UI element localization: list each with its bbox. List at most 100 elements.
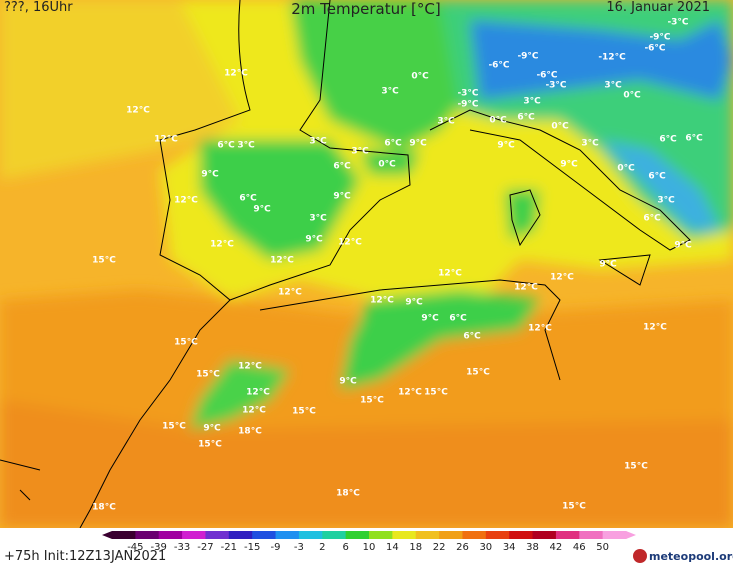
temperature-label: 15°C xyxy=(174,338,198,348)
temperature-label: 18°C xyxy=(238,427,262,437)
temperature-label: 12°C xyxy=(246,388,270,398)
colorbar-tick-label: 18 xyxy=(409,542,422,553)
colorbar-swatch xyxy=(112,531,136,539)
colorbar-tick-label: 26 xyxy=(456,542,469,553)
temperature-label: 15°C xyxy=(92,256,116,266)
colorbar-swatch xyxy=(579,531,604,539)
temperature-label: 6°C xyxy=(449,314,467,324)
colorbar-tick-label: -39 xyxy=(151,542,167,553)
colorbar-tick-label: -45 xyxy=(127,542,143,553)
colorbar-swatch xyxy=(182,531,206,539)
temperature-label: 3°C xyxy=(309,137,327,147)
colorbar-tick-label: -27 xyxy=(197,542,213,553)
temperature-label: 6°C xyxy=(659,135,677,145)
temperature-label: 12°C xyxy=(174,196,198,206)
colorbar-tick-label: 42 xyxy=(550,542,563,553)
colorbar-tick-label: -33 xyxy=(174,542,190,553)
temperature-label: 9°C xyxy=(674,241,692,251)
colorbar-swatch xyxy=(485,531,510,539)
temperature-label: 15°C xyxy=(162,422,186,432)
temperature-label: 0°C xyxy=(411,72,429,82)
temperature-label: 9°C xyxy=(333,192,351,202)
temperature-label: 15°C xyxy=(624,462,648,472)
temperature-label: -9°C xyxy=(457,100,478,110)
temperature-label: 3°C xyxy=(381,87,399,97)
temperature-label: 9°C xyxy=(409,139,427,149)
colorbar-tick-label: 30 xyxy=(479,542,492,553)
colorbar-swatch xyxy=(298,531,323,539)
temperature-label: 12°C xyxy=(643,323,667,333)
run-info: +75h Init:12Z13JAN2021 xyxy=(4,549,166,564)
colorbar-swatch xyxy=(439,531,463,539)
temperature-label: 3°C xyxy=(309,214,327,224)
temperature-label: 15°C xyxy=(424,388,448,398)
temperature-label: -6°C xyxy=(488,61,509,71)
colorbar-arrow xyxy=(102,531,112,539)
colorbar-swatch xyxy=(462,531,487,539)
temperature-label: 12°C xyxy=(270,256,294,266)
temperature-label: 9°C xyxy=(339,377,357,387)
colorbar-tick-label: 46 xyxy=(573,542,586,553)
temperature-label: 0°C xyxy=(623,91,641,101)
temperature-label: -6°C xyxy=(536,71,557,81)
temperature-field xyxy=(0,0,733,529)
colorbar-swatch xyxy=(205,531,230,539)
colorbar-tick-label: -15 xyxy=(244,542,260,553)
colorbar-swatch xyxy=(135,531,160,539)
temperature-label: 15°C xyxy=(360,396,384,406)
colorbar-swatch xyxy=(509,531,534,539)
temperature-label: -3°C xyxy=(545,81,566,91)
temperature-labels: 12°C12°C12°C6°C 3°C 3°C3°C6°C 9°C0°C3°C3°C0… xyxy=(92,18,703,513)
temperature-label: 12°C xyxy=(550,273,574,283)
colorbar-tick-label: 6 xyxy=(342,542,348,553)
temperature-label: 12°C xyxy=(224,69,248,79)
temperature-label: 9°C xyxy=(253,205,271,215)
colorbar-tick-label: 50 xyxy=(596,542,609,553)
temperature-label: -3°C xyxy=(457,89,478,99)
temperature-label: 3°C xyxy=(604,81,622,91)
colorbar: -45 -39 -33 -27 -21 -15 -9 -3 2 6 10 14 18 22 26 30 34 38… xyxy=(102,531,636,553)
temperature-label: 12°C xyxy=(242,406,266,416)
temperature-label: 12°C xyxy=(238,362,262,372)
temperature-label: 15°C xyxy=(292,407,316,417)
temperature-label: 6°C xyxy=(217,141,235,151)
temperature-label: 6°C xyxy=(685,134,703,144)
temperature-label: 3°C xyxy=(657,196,675,206)
temperature-label: 6°C xyxy=(239,194,257,204)
colorbar-swatch xyxy=(555,531,580,539)
temperature-label: 6°C xyxy=(517,113,535,123)
temperature-label: 12°C xyxy=(514,283,538,293)
colorbar-swatch xyxy=(345,531,370,539)
temperature-label: 0°C xyxy=(617,164,635,174)
temperature-label: 15°C xyxy=(466,368,490,378)
colorbar-swatch xyxy=(392,531,417,539)
temperature-label: 9°C xyxy=(421,314,439,324)
brand-name: meteopool.org xyxy=(649,550,733,563)
temperature-label: 12°C xyxy=(278,288,302,298)
temperature-label: 6°C xyxy=(463,332,481,342)
temperature-label: 6°C xyxy=(333,162,351,172)
colorbar-tick-label: 34 xyxy=(503,542,516,553)
temperature-label: 6°C xyxy=(648,172,666,182)
temperature-label: 0°C xyxy=(551,122,569,132)
temperature-label: 3°C xyxy=(581,139,599,149)
temperature-label: 3°C xyxy=(351,147,369,157)
header-left: ???, 16Uhr xyxy=(4,0,73,15)
temperature-label: 0°C xyxy=(489,116,507,126)
temperature-label: 12°C xyxy=(438,269,462,279)
temperature-label: 15°C xyxy=(562,502,586,512)
colorbar-tick-label: 14 xyxy=(386,542,399,553)
temperature-label: 18°C xyxy=(92,503,116,513)
temperature-label: 3°C xyxy=(523,97,541,107)
colorbar-tick-label: -9 xyxy=(271,542,281,553)
temperature-label: 6°C xyxy=(643,214,661,224)
temperature-label: 12°C xyxy=(126,106,150,116)
temperature-label: 18°C xyxy=(336,489,360,499)
temperature-label: 0°C xyxy=(378,160,396,170)
colorbar-swatch xyxy=(322,531,347,539)
colorbar-swatch xyxy=(275,531,300,539)
temperature-label: 15°C xyxy=(196,370,220,380)
colorbar-swatch xyxy=(158,531,183,539)
colorbar-tick-label: 2 xyxy=(319,542,325,553)
